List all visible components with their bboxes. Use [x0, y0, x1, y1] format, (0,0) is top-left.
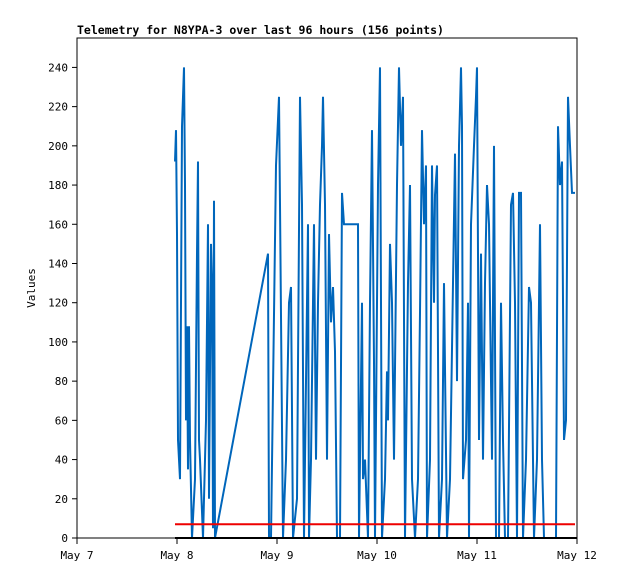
y-tick-label: 140: [48, 257, 68, 270]
data-line: [174, 67, 575, 539]
y-tick-label: 80: [55, 375, 68, 388]
y-tick-label: 100: [48, 336, 68, 349]
plot-frame: [76, 37, 578, 539]
x-tick-label: May 8: [160, 549, 193, 562]
x-tick-label: May 10: [357, 549, 397, 562]
y-tick-label: 200: [48, 140, 68, 153]
y-tick-label: 160: [48, 218, 68, 231]
y-tick-label: 180: [48, 179, 68, 192]
y-tick-label: 40: [55, 454, 68, 467]
x-tick-label: May 12: [557, 549, 597, 562]
y-tick-label: 120: [48, 297, 68, 310]
x-tick-label: May 7: [60, 549, 93, 562]
y-tick-label: 60: [55, 414, 68, 427]
x-tick-label: May 11: [457, 549, 497, 562]
y-tick-label: 220: [48, 101, 68, 114]
chart-title: Telemetry for N8YPA-3 over last 96 hours…: [77, 23, 444, 37]
y-tick-label: 240: [48, 61, 68, 74]
y-tick-label: 0: [61, 532, 68, 545]
x-tick-label: May 9: [260, 549, 293, 562]
y-axis-label: Values: [25, 268, 38, 308]
y-tick-label: 20: [55, 493, 68, 506]
